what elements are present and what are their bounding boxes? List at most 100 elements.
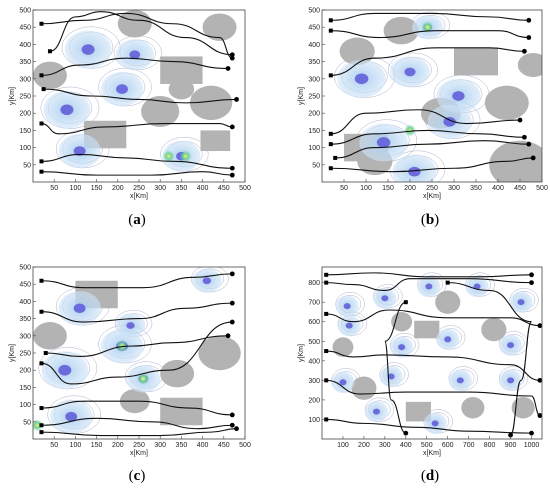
- obstacle-circle: [33, 322, 67, 350]
- y-tick-label: 700: [308, 300, 320, 307]
- x-tick-label: 300: [154, 442, 166, 449]
- x-axis-label: x[Km]: [423, 450, 441, 457]
- trajectory-start-marker: [328, 28, 333, 33]
- trajectory-end-marker: [529, 272, 534, 278]
- trajectory-line: [41, 428, 237, 437]
- x-tick-label: 800: [484, 442, 496, 449]
- obstacle-circle: [435, 290, 461, 314]
- target-core: [354, 73, 369, 85]
- trajectory-end-marker: [229, 52, 235, 58]
- obstacle-square: [454, 47, 498, 76]
- panel-caption: (d): [421, 468, 439, 484]
- obstacle-circle: [168, 78, 195, 100]
- x-tick-label: 900: [505, 442, 517, 449]
- y-tick-label: 350: [19, 59, 31, 66]
- hotspot: [421, 21, 434, 34]
- y-tick-label: 450: [19, 25, 31, 32]
- trajectory-end-marker: [229, 412, 235, 418]
- trajectory-line: [384, 301, 407, 434]
- x-tick-label: 700: [463, 442, 475, 449]
- y-tick-label: 250: [308, 94, 320, 101]
- y-tick-label: 50: [23, 162, 31, 169]
- caption-close: ): [141, 212, 146, 228]
- caption-open: (: [128, 212, 133, 228]
- trajectory-start-marker: [324, 378, 329, 383]
- hotspot: [137, 372, 150, 385]
- caption-close: ): [140, 468, 145, 484]
- y-tick-label: 100: [308, 417, 320, 424]
- y-tick-label: 200: [19, 368, 31, 375]
- trajectory-end-marker: [229, 172, 235, 178]
- trajectory-end-marker: [522, 48, 527, 54]
- obstacle-square: [160, 397, 203, 426]
- y-tick-label: 150: [19, 385, 31, 392]
- y-tick-label: 400: [308, 358, 320, 365]
- trajectory-start-marker: [39, 278, 44, 283]
- trajectory-end-marker: [508, 432, 513, 438]
- trajectory-start-marker: [324, 280, 329, 285]
- obstacle-circle: [517, 53, 542, 78]
- x-tick-label: 300: [154, 185, 166, 192]
- target-core: [398, 344, 406, 351]
- target-core: [372, 408, 380, 415]
- panel-a: 50 100 150 200 250 300 350 400 450 500 50 100 150 200…: [9, 8, 251, 229]
- hotspot: [33, 419, 44, 432]
- trajectory-line: [43, 88, 237, 104]
- trajectory-start-marker: [47, 49, 52, 54]
- x-tick-label: 450: [218, 442, 230, 449]
- trajectory-end-marker: [229, 319, 235, 325]
- panel-caption: (a): [128, 212, 146, 228]
- x-tick-label: 200: [404, 185, 416, 192]
- y-axis-label: y[Km]: [298, 344, 305, 362]
- x-tick-label: 350: [470, 185, 482, 192]
- target-core: [202, 277, 211, 285]
- x-tick-label: 50: [50, 442, 58, 449]
- target-core: [517, 299, 525, 306]
- trajectory-end-marker: [537, 413, 542, 418]
- trajectory-start-marker: [445, 280, 450, 285]
- y-tick-label: 500: [19, 265, 31, 272]
- y-tick-label: 450: [19, 282, 31, 289]
- trajectory-line: [41, 400, 233, 416]
- target-core: [507, 377, 515, 384]
- x-tick-label: 500: [421, 442, 433, 449]
- x-tick-label: 250: [133, 442, 145, 449]
- trajectory-end-marker: [526, 17, 532, 23]
- x-tick-label: 450: [218, 185, 230, 192]
- y-tick-label: 600: [308, 319, 320, 326]
- x-tick-label: 350: [176, 442, 188, 449]
- trajectory-line: [41, 122, 233, 135]
- y-tick-label: 500: [19, 8, 31, 15]
- x-tick-label: 200: [112, 442, 124, 449]
- caption-open: (: [421, 212, 426, 228]
- trajectory-start-marker: [39, 169, 44, 174]
- trajectory-start-marker: [328, 73, 333, 78]
- trajectory-start-marker: [39, 430, 44, 435]
- hotspot: [404, 124, 416, 137]
- target-core: [404, 67, 416, 77]
- trajectory-end-marker: [225, 333, 231, 339]
- caption-letter: a: [133, 212, 141, 228]
- target-core: [387, 373, 395, 380]
- hotspot: [162, 150, 175, 163]
- trajectory-line: [41, 12, 233, 59]
- x-tick-label: 400: [400, 442, 412, 449]
- obstacle-circle: [189, 85, 233, 121]
- trajectory-start-marker: [324, 272, 329, 277]
- trajectory-line: [326, 272, 532, 278]
- obstacle-circle: [511, 396, 535, 419]
- trajectory-start-marker: [328, 18, 333, 23]
- target-core: [443, 116, 456, 127]
- trajectory-line: [330, 30, 529, 39]
- y-tick-label: 250: [19, 351, 31, 358]
- trajectory-end-marker: [229, 124, 235, 130]
- trajectory-line: [326, 379, 541, 417]
- trajectory-end-marker: [403, 430, 409, 436]
- trajectory-end-marker: [529, 280, 534, 286]
- trajectory-end-marker: [229, 422, 235, 428]
- trajectory-start-marker: [333, 155, 338, 160]
- y-tick-label: 200: [19, 111, 31, 118]
- y-tick-label: 100: [19, 402, 31, 409]
- target-core: [425, 283, 433, 290]
